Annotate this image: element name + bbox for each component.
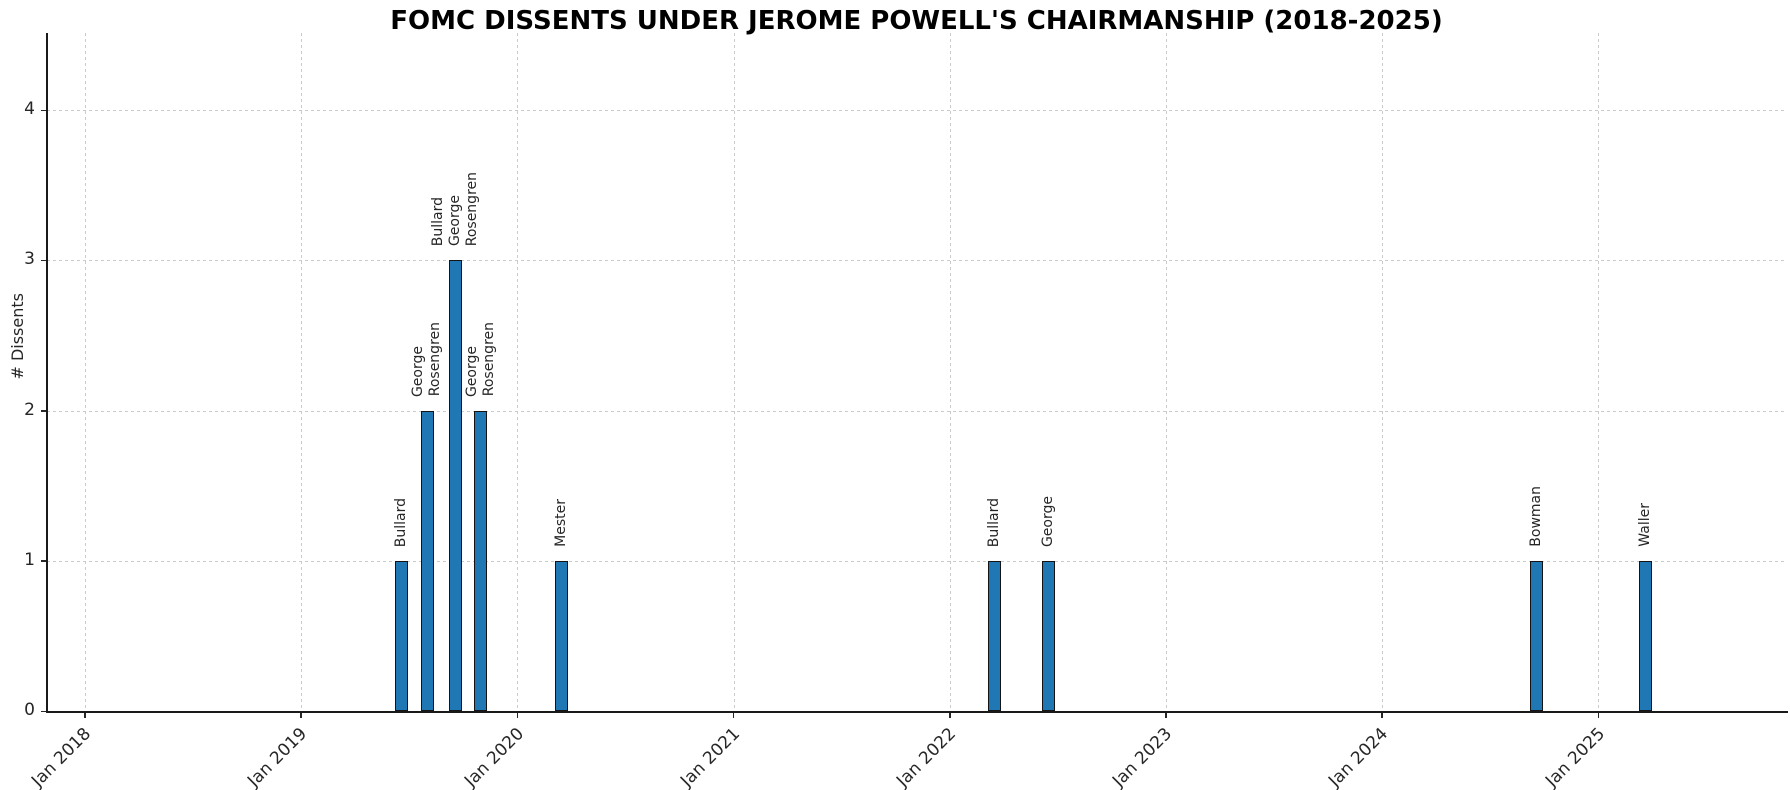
y-axis-tick [41,710,47,712]
y-tick-label: 2 [24,399,35,420]
dissenter-label: Bowman [1527,486,1544,547]
y-axis-tick [41,109,47,112]
x-gridline [949,33,951,712]
x-axis-tick [516,712,519,718]
chart-title: FOMC DISSENTS UNDER JEROME POWELL'S CHAI… [390,6,1443,36]
x-tick-label: Jan 2018 [28,724,96,790]
dissent-bar [474,410,487,711]
dissenter-label: George [463,345,480,397]
y-gridline [47,410,1786,412]
x-tick-label: Jan 2019 [244,724,312,790]
dissent-bar [1529,560,1543,711]
dissent-bar [988,560,1002,711]
y-tick-label: 4 [24,99,35,120]
y-gridline [47,260,1786,262]
x-gridline [1166,33,1167,712]
dissent-bar [448,260,462,711]
dissenter-label: Waller [1636,503,1653,547]
dissent-bar [395,560,409,711]
x-axis-tick [949,712,951,718]
y-tick-label: 1 [24,549,35,570]
dissenter-label: Mester [553,498,570,547]
x-gridline [301,33,303,712]
x-gridline [1382,33,1384,712]
x-tick-label: Jan 2022 [892,724,960,790]
y-gridline [47,110,1786,112]
y-tick-label: 0 [24,700,35,720]
x-axis-tick [1165,712,1167,718]
x-axis-tick [84,712,86,718]
dissent-bar [1638,560,1652,711]
x-tick-label: Jan 2023 [1109,724,1177,790]
x-tick-label: Jan 2020 [460,724,528,790]
dissenter-label: Rosengren [463,172,480,247]
dissenter-label: Bullard [986,497,1003,547]
dissenter-label: George [410,345,427,397]
y-axis-tick [41,259,47,262]
x-axis-tick [1381,712,1383,718]
dissenter-label: Rosengren [427,322,444,397]
x-gridline [733,33,735,712]
dissenter-label: Rosengren [480,322,497,397]
dissenter-label: George [1039,495,1056,547]
dissenter-label: George [446,195,463,247]
x-axis-tick [732,712,735,718]
dissent-bar [555,560,569,711]
dissent-bar [420,410,434,711]
x-gridline [517,33,519,712]
x-tick-label: Jan 2021 [676,724,744,790]
y-axis-label: # Dissents [8,292,27,380]
x-tick-label: Jan 2024 [1325,724,1393,790]
x-axis-spine [46,711,1788,713]
y-gridline [47,560,1786,562]
y-tick-label: 3 [24,249,35,270]
dissent-bar [1041,560,1055,711]
y-axis-tick [41,410,47,412]
dissenter-label: Bullard [429,197,446,247]
x-gridline [85,33,86,712]
y-axis-tick [41,560,47,562]
dissenter-label: Bullard [393,497,410,547]
x-axis-tick [300,712,302,718]
x-axis-tick [1597,712,1600,718]
x-tick-label: Jan 2025 [1541,724,1609,790]
x-gridline [1598,33,1600,712]
y-axis-spine [46,33,48,713]
